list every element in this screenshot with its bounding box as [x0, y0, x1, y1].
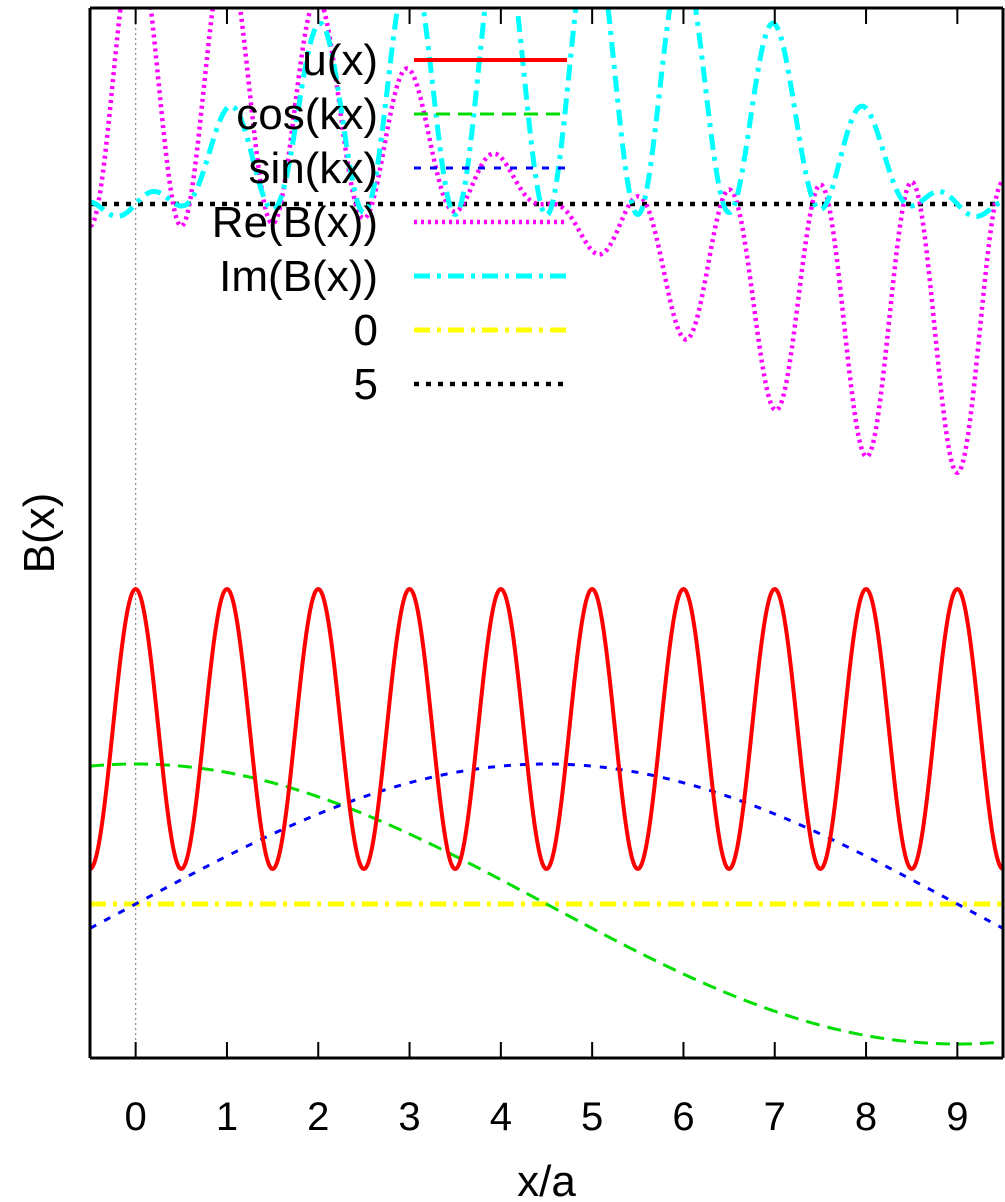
x-tick-label: 5: [581, 1095, 603, 1139]
legend-label: u(x): [302, 36, 378, 85]
x-tick-label: 0: [125, 1095, 147, 1139]
y-axis-label: B(x): [15, 493, 64, 574]
curves-layer: [90, 8, 1003, 1058]
x-tick-label: 6: [672, 1095, 694, 1139]
x-tick-label: 4: [490, 1095, 512, 1139]
x-tick-label: 1: [216, 1095, 238, 1139]
legend-label: sin(kx): [248, 144, 378, 193]
legend: u(x) cos(kx) sin(kx) Re(B(x)) Im(B(x)) 0 5: [212, 36, 567, 409]
x-tick-label: 7: [764, 1095, 786, 1139]
legend-label: Im(B(x)): [219, 252, 378, 301]
legend-label: 0: [354, 306, 378, 355]
x-tick-label: 3: [398, 1095, 420, 1139]
x-axis-label: x/a: [517, 1157, 576, 1202]
legend-label: 5: [354, 360, 378, 409]
x-tick-label: 8: [855, 1095, 877, 1139]
ticks-layer: 0 1 2 3 4 5 6 7 8 9: [125, 8, 968, 1139]
series-line-cos-kx: [90, 762, 1003, 1046]
axes-layer: [88, 6, 1005, 1060]
legend-label: Re(B(x)): [212, 198, 378, 247]
series-line-u-x: [90, 587, 1003, 871]
legend-label: cos(kx): [236, 90, 378, 139]
series-line-im-b-x: [90, 8, 1003, 220]
x-tick-label: 9: [946, 1095, 968, 1139]
x-tick-label: 2: [307, 1095, 329, 1139]
